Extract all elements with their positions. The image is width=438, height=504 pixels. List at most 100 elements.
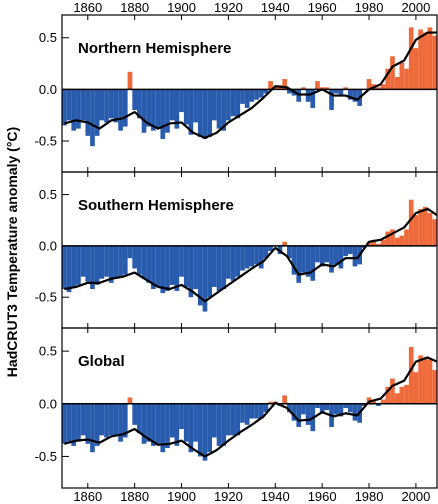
plot-area bbox=[62, 27, 437, 147]
anomaly-bar bbox=[62, 245, 67, 289]
bottom-x-tick-labels: 1860 1880 1900 1920 1940 1960 1980 2000 bbox=[73, 489, 430, 504]
anomaly-bar bbox=[249, 245, 255, 267]
anomaly-bar bbox=[85, 89, 91, 136]
anomaly-bar bbox=[207, 403, 212, 453]
anomaly-bar bbox=[212, 403, 217, 438]
anomaly-bar bbox=[432, 35, 437, 90]
anomaly-bar bbox=[66, 245, 72, 293]
anomaly-bar bbox=[183, 89, 189, 125]
anomaly-bar bbox=[319, 403, 325, 413]
anomaly-bar bbox=[240, 245, 245, 271]
anomaly-bar bbox=[193, 245, 198, 289]
anomaly-bar bbox=[212, 89, 217, 121]
anomaly-bar bbox=[343, 403, 348, 408]
anomaly-bar bbox=[197, 245, 203, 306]
anomaly-bar bbox=[422, 32, 428, 90]
anomaly-bar bbox=[235, 89, 241, 119]
anomaly-bar bbox=[390, 229, 395, 246]
anomaly-bar bbox=[183, 245, 189, 287]
anomaly-bar bbox=[244, 403, 250, 425]
anomaly-bar bbox=[216, 403, 222, 446]
anomaly-bar bbox=[80, 403, 86, 436]
anomaly-bar bbox=[132, 89, 137, 111]
anomaly-bar bbox=[94, 403, 100, 446]
anomaly-bar bbox=[310, 89, 316, 108]
anomaly-bar bbox=[179, 89, 184, 113]
anomaly-bar bbox=[207, 89, 212, 137]
anomaly-bar bbox=[113, 245, 119, 279]
anomaly-bar bbox=[352, 245, 358, 267]
anomaly-bar bbox=[66, 403, 72, 442]
anomaly-bar bbox=[422, 206, 428, 246]
anomaly-bar bbox=[305, 245, 311, 277]
anomaly-bar bbox=[141, 403, 147, 444]
anomaly-bar bbox=[104, 403, 109, 438]
anomaly-bar bbox=[141, 245, 147, 279]
anomaly-bar bbox=[338, 245, 344, 269]
anomaly-bar bbox=[249, 403, 255, 419]
anomaly-bar bbox=[418, 355, 423, 404]
anomaly-bar bbox=[268, 81, 273, 90]
anomaly-bar bbox=[146, 403, 152, 442]
anomaly-bar bbox=[408, 346, 414, 404]
anomaly-bar bbox=[333, 89, 339, 94]
anomaly-bar bbox=[127, 245, 133, 259]
anomaly-bar bbox=[249, 89, 255, 102]
anomaly-bar bbox=[169, 403, 175, 438]
anomaly-bar bbox=[99, 403, 105, 436]
anomaly-bar bbox=[197, 89, 203, 137]
anomaly-bar bbox=[230, 245, 236, 281]
anomaly-bar bbox=[188, 89, 194, 135]
anomaly-bar bbox=[408, 199, 414, 246]
smoothed-line bbox=[64, 31, 437, 140]
anomaly-bar bbox=[193, 89, 198, 123]
anomaly-bar bbox=[390, 56, 395, 90]
anomaly-bar bbox=[155, 89, 161, 129]
smoothed-line bbox=[64, 207, 437, 303]
y-tick-label: -0.5 bbox=[35, 449, 57, 464]
plot-area bbox=[62, 199, 437, 312]
anomaly-bar bbox=[254, 89, 259, 100]
anomaly-bar bbox=[137, 89, 142, 119]
anomaly-bar bbox=[263, 245, 269, 259]
anomaly-bar bbox=[333, 403, 339, 415]
anomaly-bar bbox=[404, 229, 409, 246]
panel-title: Northern Hemisphere bbox=[78, 40, 231, 57]
anomaly-bar bbox=[146, 89, 152, 127]
anomaly-bar bbox=[122, 403, 128, 438]
x-tick-label-top: 1980 bbox=[355, 0, 384, 15]
anomaly-bar bbox=[282, 79, 287, 90]
anomaly-bar bbox=[179, 245, 184, 277]
anomaly-bar bbox=[197, 403, 203, 457]
anomaly-bar bbox=[202, 89, 208, 139]
anomaly-bar bbox=[66, 89, 72, 121]
anomaly-bar bbox=[385, 231, 391, 246]
anomaly-bar bbox=[141, 89, 147, 133]
anomaly-bar bbox=[399, 62, 405, 90]
anomaly-bar bbox=[165, 89, 170, 133]
panel-title: Global bbox=[78, 353, 125, 370]
anomaly-bar bbox=[62, 89, 67, 126]
anomaly-bar bbox=[371, 239, 377, 246]
x-tick-label-bottom: 1980 bbox=[355, 489, 384, 504]
x-tick-label-top: 1880 bbox=[120, 0, 149, 15]
anomaly-bar bbox=[122, 89, 128, 127]
anomaly-bar bbox=[432, 370, 437, 404]
anomaly-bar bbox=[80, 89, 86, 121]
anomaly-bar bbox=[226, 403, 231, 436]
x-tick-label-bottom: 1900 bbox=[167, 489, 196, 504]
anomaly-bar bbox=[376, 403, 381, 406]
anomaly-bar bbox=[338, 403, 344, 417]
anomaly-bar bbox=[155, 245, 161, 287]
anomaly-bar bbox=[324, 87, 330, 90]
y-tick-label: 0.5 bbox=[39, 30, 57, 45]
anomaly-bar bbox=[132, 403, 137, 425]
anomaly-bar bbox=[413, 215, 419, 246]
anomaly-bar bbox=[301, 403, 306, 415]
anomaly-bar bbox=[202, 245, 208, 312]
anomaly-bar bbox=[366, 241, 372, 246]
anomaly-bar bbox=[324, 403, 330, 411]
anomaly-bar bbox=[329, 89, 334, 111]
anomaly-bar bbox=[282, 241, 287, 246]
anomaly-bar bbox=[380, 84, 386, 90]
